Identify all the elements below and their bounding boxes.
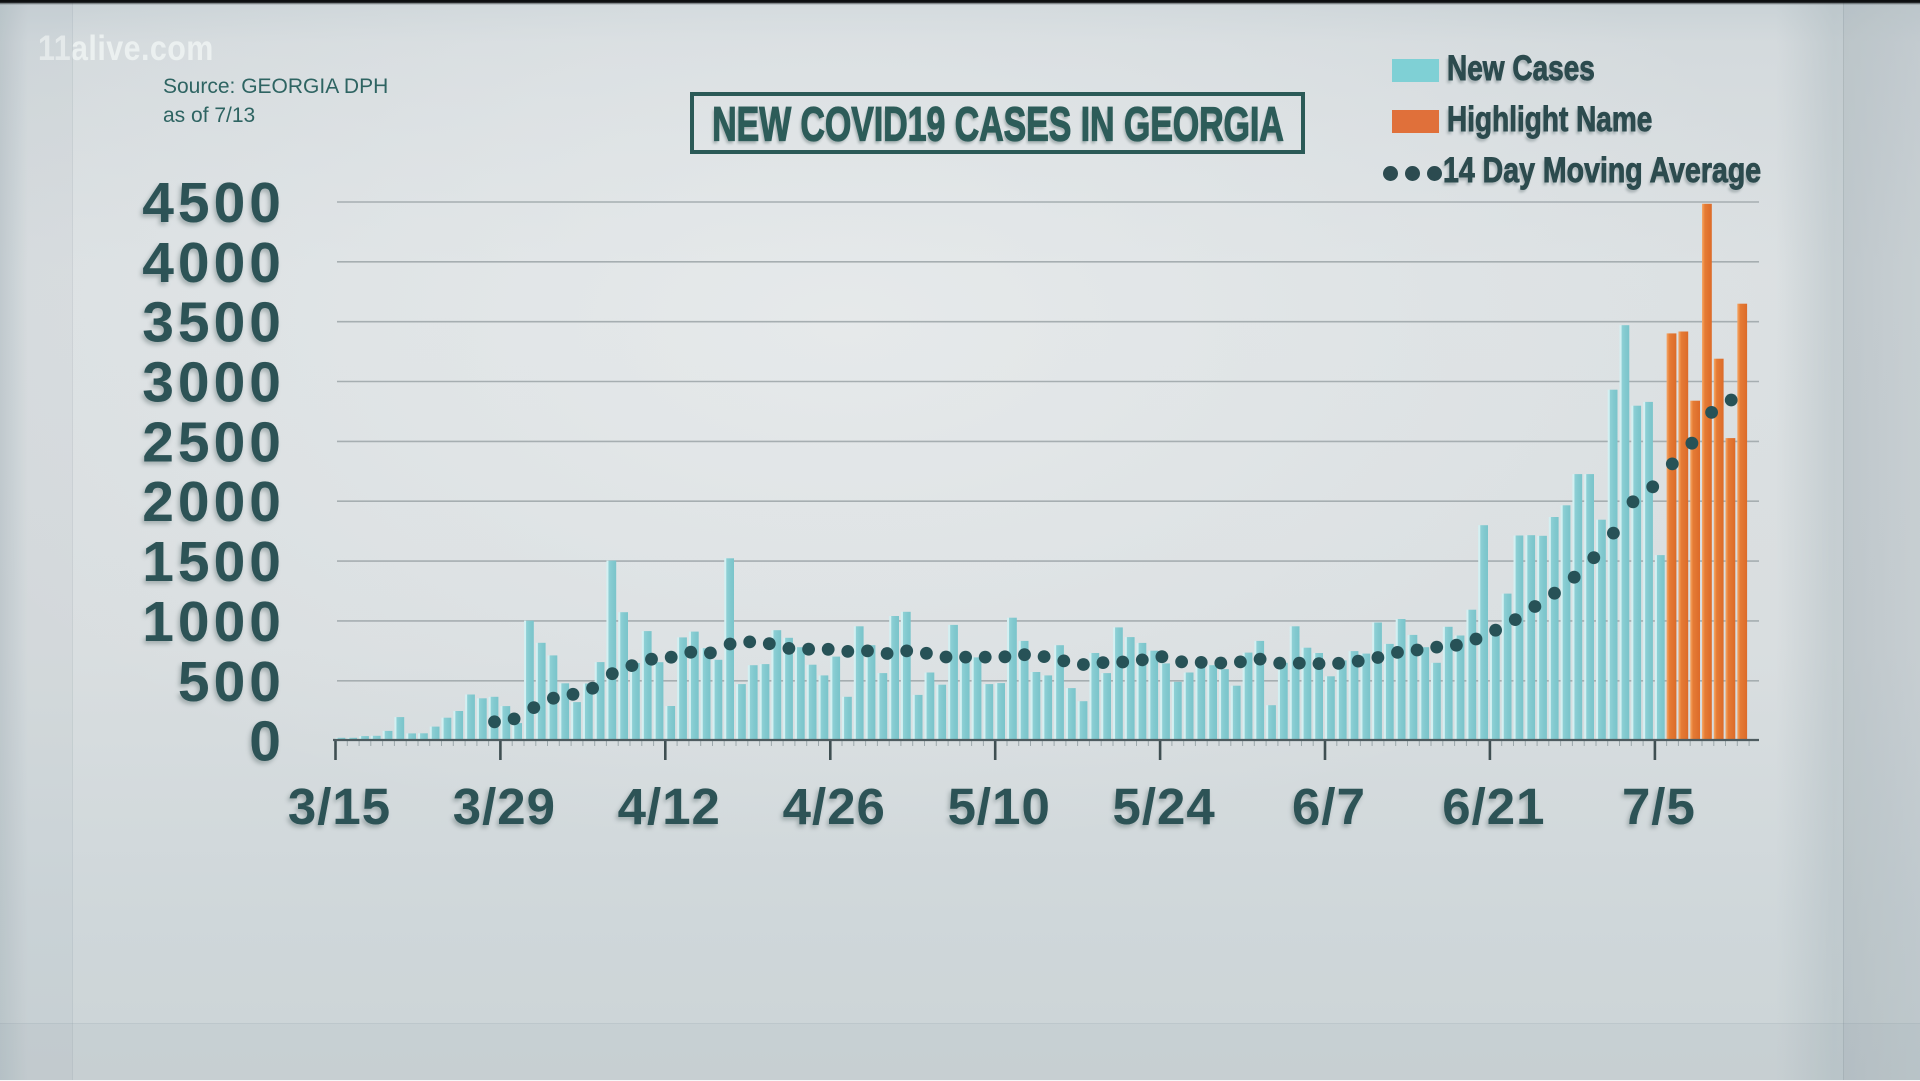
svg-text:2500: 2500: [142, 410, 285, 474]
svg-text:500: 500: [178, 650, 285, 714]
svg-text:0: 0: [249, 710, 285, 774]
svg-text:4/12: 4/12: [618, 778, 721, 835]
svg-text:3/29: 3/29: [453, 778, 556, 835]
svg-text:3000: 3000: [142, 351, 285, 415]
svg-text:1500: 1500: [142, 530, 285, 594]
svg-text:2000: 2000: [142, 470, 285, 534]
svg-text:4000: 4000: [142, 231, 285, 295]
svg-text:4500: 4500: [142, 171, 285, 235]
svg-text:5/10: 5/10: [948, 778, 1051, 835]
svg-text:3500: 3500: [142, 291, 285, 355]
svg-text:4/26: 4/26: [783, 778, 886, 835]
svg-text:6/7: 6/7: [1292, 778, 1366, 835]
svg-text:1000: 1000: [142, 590, 285, 654]
svg-text:5/24: 5/24: [1112, 778, 1215, 835]
svg-text:7/5: 7/5: [1622, 778, 1696, 835]
svg-text:6/21: 6/21: [1442, 778, 1545, 835]
svg-text:3/15: 3/15: [288, 778, 391, 835]
